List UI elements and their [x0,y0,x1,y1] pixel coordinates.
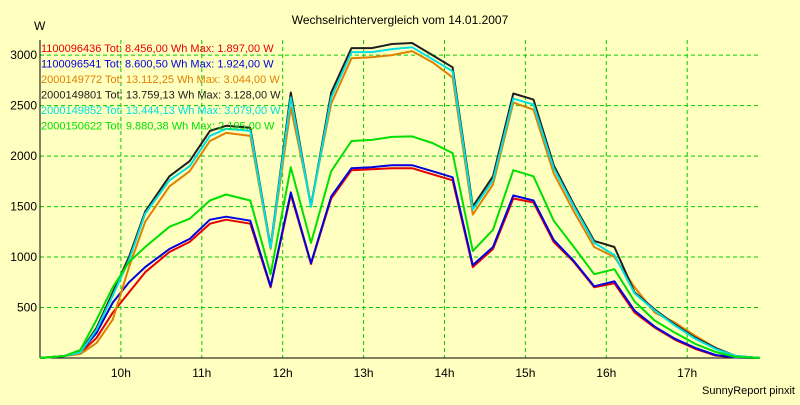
x-tick-label-10h: 10h [111,366,131,380]
credit-label: SunnyReport pinxit [702,385,795,397]
y-tick-label-500: 500 [17,301,37,315]
x-tick-label-17h: 17h [677,366,697,380]
y-tick-label-3000: 3000 [10,48,37,62]
series-line-1100096541 [39,164,761,359]
y-tick-label-2500: 2500 [10,99,37,113]
x-tick-label-14h: 14h [434,366,454,380]
plot-frame [39,40,760,359]
y-tick-labels: 500 1000 1500 2000 2500 3000 [10,48,37,314]
legend-entry-2000149772: 2000149772 Tot: 13.112,25 Wh Max: 3.044,… [41,74,280,86]
x-tick-labels: 10h 11h 12h 13h 14h 15h 16h 17h [111,366,697,380]
x-tick-label-13h: 13h [354,366,374,380]
legend: 1100096436 Tot: 8.456,00 Wh Max: 1.897,0… [41,43,281,133]
series-line-2000149772 [39,50,761,359]
x-tick-label-16h: 16h [596,366,616,380]
x-tick-label-12h: 12h [273,366,293,380]
legend-entry-2000149801: 2000149801 Tot: 13.759,13 Wh Max: 3.128,… [41,90,281,102]
series-line-2000150622 [39,135,761,359]
y-axis-label: W [34,19,46,33]
series-line-1100096436 [39,167,761,359]
x-tick-label-15h: 15h [515,366,535,380]
y-tick-label-2000: 2000 [10,149,37,163]
legend-entry-2000150622: 2000150622 Tot: 9.880,38 Wh Max: 2.195,0… [41,121,275,133]
series-line-2000149852 [39,46,761,359]
series-layer [39,42,761,359]
y-tick-label-1000: 1000 [10,250,37,264]
y-tick-label-1500: 1500 [10,200,37,214]
x-tick-label-11h: 11h [192,366,211,380]
legend-entry-1100096436: 1100096436 Tot: 8.456,00 Wh Max: 1.897,0… [41,43,274,55]
legend-entry-1100096541: 1100096541 Tot: 8.600,50 Wh Max: 1.924,0… [41,59,274,71]
chart-title: Wechselrichtervergleich vom 14.01.2007 [292,13,509,27]
grid-layer [40,40,760,358]
legend-entry-2000149852: 2000149852 Tot: 13.444,13 Wh Max: 3.079,… [41,105,281,117]
